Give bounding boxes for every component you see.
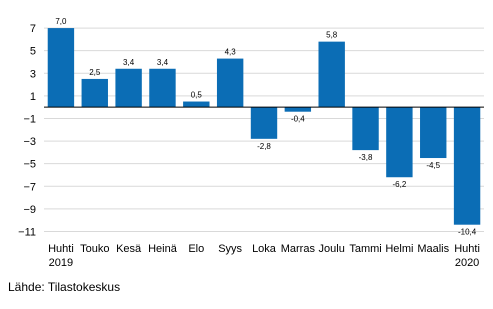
x-tick-label: Helmi bbox=[385, 243, 413, 255]
y-tick-label: −9 bbox=[23, 204, 36, 216]
value-label: -10,4 bbox=[458, 228, 477, 237]
bar bbox=[284, 107, 312, 112]
value-label: -6,2 bbox=[392, 180, 406, 189]
x-tick-label: Maalis bbox=[417, 243, 449, 255]
y-tick-label: 7 bbox=[30, 23, 36, 35]
value-label: 3,4 bbox=[157, 58, 169, 67]
x-tick-label: Kesä bbox=[116, 243, 142, 255]
x-tick-label: Elo bbox=[188, 243, 204, 255]
x-tick-label: Huhti 2019 bbox=[48, 243, 74, 269]
bar bbox=[453, 107, 481, 225]
x-tick-label: Marras bbox=[281, 243, 316, 255]
bar bbox=[183, 101, 210, 108]
y-tick-label: 3 bbox=[30, 68, 36, 80]
value-label: 3,4 bbox=[123, 58, 135, 67]
bar bbox=[115, 68, 142, 108]
x-tick-label: Huhti 2020 bbox=[454, 243, 480, 269]
value-label: 0,5 bbox=[191, 91, 203, 100]
source-note: Lähde: Tilastokeskus bbox=[8, 280, 120, 294]
y-tick-label: −7 bbox=[23, 181, 36, 193]
y-tick-label: −5 bbox=[23, 159, 36, 171]
y-tick-label: 5 bbox=[30, 46, 36, 58]
value-label: 7,0 bbox=[55, 17, 67, 26]
value-label: -4,5 bbox=[426, 161, 440, 170]
value-label: 2,5 bbox=[89, 68, 101, 77]
x-tick-label: Heinä bbox=[148, 243, 178, 255]
value-label: -0,4 bbox=[291, 115, 305, 124]
bar bbox=[420, 107, 447, 159]
y-tick-label: −11 bbox=[18, 226, 36, 238]
bar bbox=[386, 107, 413, 178]
bar bbox=[318, 41, 345, 108]
value-label: -2,8 bbox=[257, 142, 271, 151]
y-tick-label: −1 bbox=[23, 113, 36, 125]
bar bbox=[250, 107, 278, 139]
x-tick-label: Tammi bbox=[349, 243, 381, 255]
x-tick-label: Touko bbox=[80, 243, 109, 255]
bar bbox=[81, 78, 108, 108]
value-label: -3,8 bbox=[359, 153, 373, 162]
bar bbox=[47, 28, 75, 108]
y-tick-label: −3 bbox=[23, 136, 36, 148]
x-tick-label: Loka bbox=[252, 243, 277, 255]
bar bbox=[149, 68, 176, 108]
x-tick-label: Joulu bbox=[319, 243, 345, 255]
y-tick-label: 1 bbox=[30, 91, 36, 103]
bar bbox=[352, 107, 379, 151]
value-label: 5,8 bbox=[326, 31, 338, 40]
bar bbox=[216, 58, 244, 108]
value-label: 4,3 bbox=[225, 48, 237, 57]
x-tick-label: Syys bbox=[218, 243, 242, 255]
